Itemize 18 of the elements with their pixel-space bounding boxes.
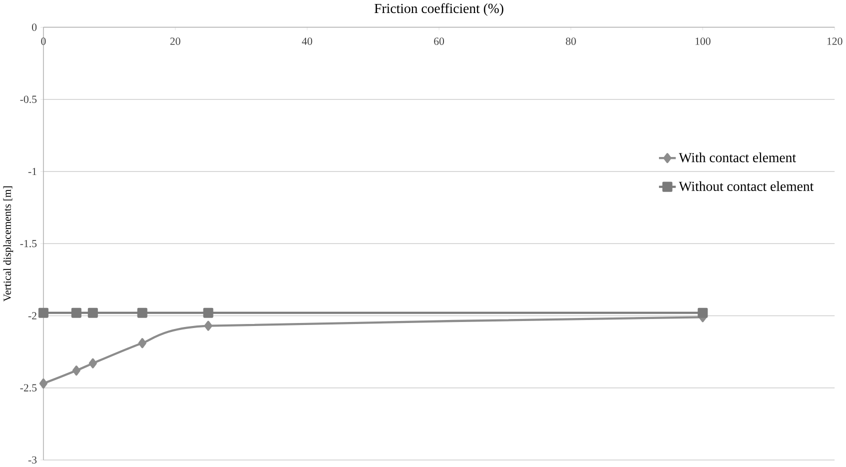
x-tick-label: 20 [170, 38, 180, 45]
legend-label: Without contact element [678, 181, 814, 192]
x-tick-label: 100 [696, 38, 710, 45]
y-tick-label: -2 [28, 312, 36, 320]
x-tick-label: 40 [302, 38, 312, 45]
y-tick-label: 0 [32, 24, 37, 31]
y-tick-label: -2.5 [20, 384, 37, 392]
legend-label: With contact element [678, 152, 796, 162]
y-tick-label: -3 [28, 456, 37, 464]
y-tick-label: -1.5 [20, 240, 37, 248]
y-tick-label: -0.5 [20, 96, 37, 104]
x-tick-label: 0 [41, 38, 46, 45]
x-axis-title: Friction coefficient (%) [374, 3, 504, 16]
y-tick-label: -1 [28, 168, 36, 176]
x-tick-label: 80 [566, 38, 576, 45]
y-axis-title: Vertical displacements [m] [3, 186, 14, 302]
x-tick-label: 120 [827, 38, 842, 45]
x-tick-label: 60 [434, 38, 444, 45]
